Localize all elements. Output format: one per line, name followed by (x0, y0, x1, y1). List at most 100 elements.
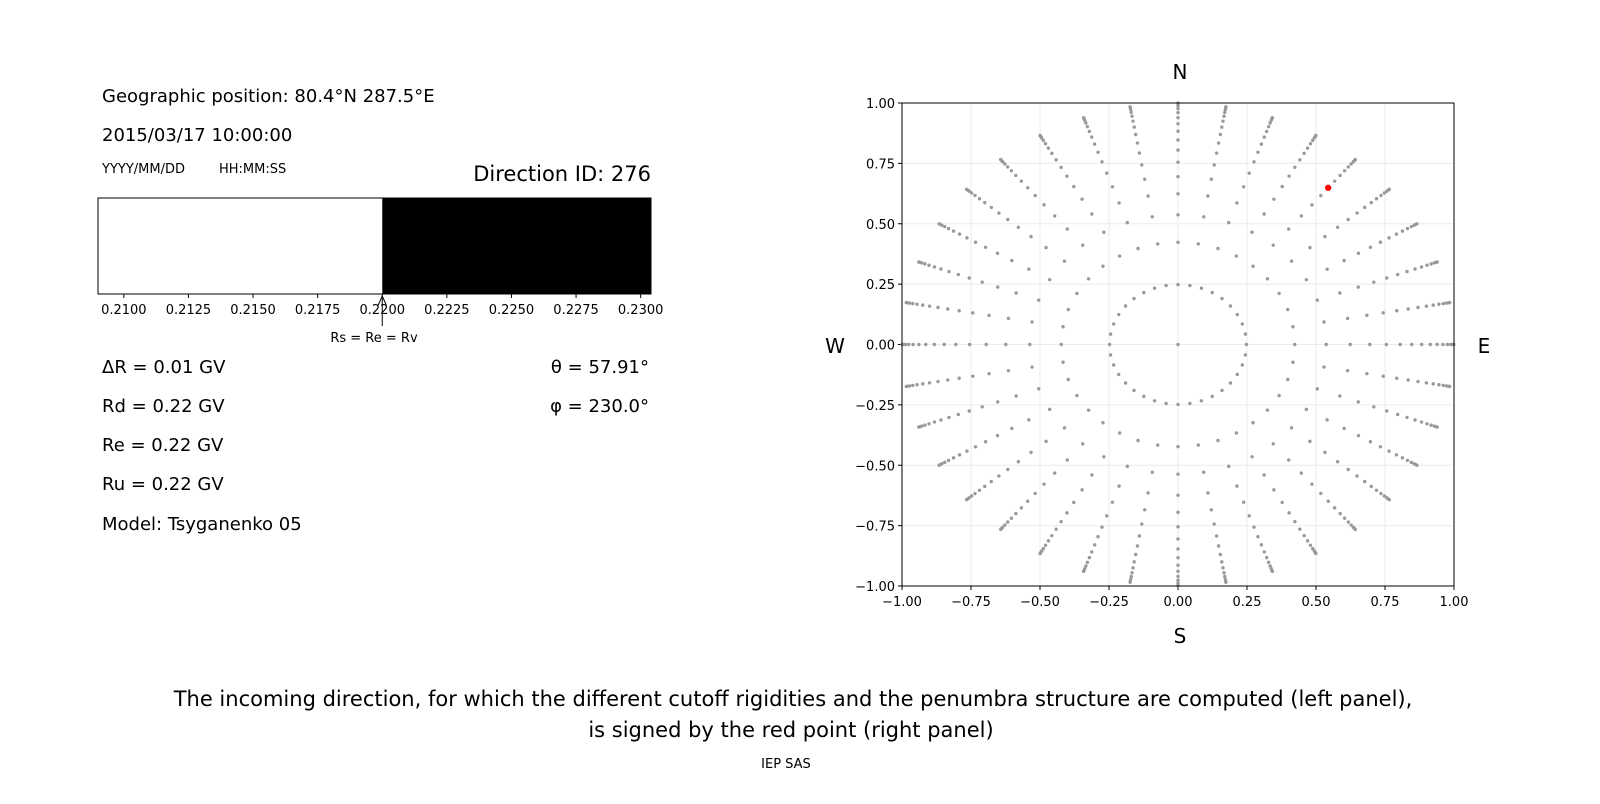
direction-point (1087, 555, 1092, 560)
direction-point (1117, 484, 1121, 488)
direction-point (1405, 458, 1410, 463)
y-tick-label: −1.00 (855, 580, 895, 595)
direction-point (1291, 325, 1295, 329)
direction-point (1081, 442, 1085, 446)
direction-point (1092, 543, 1097, 547)
direction-point (1378, 240, 1383, 244)
time-format-label: HH:MM:SS (219, 162, 286, 177)
y-tick-label: −0.50 (855, 459, 895, 474)
direction-point (1128, 105, 1132, 109)
direction-point (1382, 191, 1387, 195)
direction-point (1100, 525, 1104, 529)
direction-point (1111, 363, 1116, 367)
direction-point (1387, 187, 1392, 192)
direction-point (1137, 534, 1142, 538)
direction-point (1003, 523, 1007, 527)
direction-point (1216, 438, 1220, 443)
direction-point (1117, 431, 1122, 435)
date-format-label: YYYY/MM/DD (101, 162, 185, 177)
direction-point (937, 463, 941, 467)
direction-point (1029, 450, 1033, 455)
direction-point (1216, 544, 1221, 548)
direction-point (1218, 132, 1223, 137)
direction-point (1156, 443, 1160, 447)
direction-point (989, 479, 994, 484)
direction-point (1059, 165, 1063, 170)
direction-point (932, 265, 937, 269)
direction-point (1385, 276, 1389, 280)
direction-point (1437, 383, 1441, 387)
direction-point (1272, 488, 1276, 492)
direction-point (1435, 260, 1439, 264)
direction-point (1235, 201, 1239, 205)
direction-point (1241, 500, 1246, 504)
direction-point (1176, 240, 1180, 245)
delta-r: ΔR = 0.01 GV (102, 357, 226, 378)
direction-point (923, 262, 927, 266)
direction-point (947, 269, 951, 274)
x-tick-label: 0.50 (1302, 595, 1331, 610)
direction-point (1369, 200, 1373, 205)
direction-point (1425, 422, 1429, 426)
direction-point (1096, 150, 1100, 154)
direction-point (1405, 226, 1410, 231)
direction-point (1243, 353, 1248, 357)
direction-point (1176, 116, 1180, 120)
direction-point (969, 191, 974, 195)
annotation-arrowhead (377, 294, 387, 306)
direction-point (965, 449, 969, 453)
direction-point (1026, 499, 1030, 503)
direction-point (1199, 286, 1204, 290)
direction-point (1096, 535, 1100, 539)
model: Model: Tsyganenko 05 (102, 514, 302, 535)
direction-point (1382, 494, 1387, 498)
direction-point (904, 300, 909, 305)
direction-point (1395, 376, 1399, 380)
direction-point (1369, 484, 1373, 489)
x-tick-label: −0.75 (951, 595, 991, 610)
direction-point (1047, 277, 1052, 282)
compass-west: W (825, 334, 845, 358)
direction-point (932, 342, 936, 347)
direction-point (1409, 460, 1413, 465)
direction-point (1037, 387, 1041, 391)
direction-point (1176, 174, 1180, 179)
direction-point (997, 474, 1001, 478)
direction-point (1222, 571, 1226, 575)
bar-frame (97, 197, 652, 295)
ru-value: Ru = 0.22 GV (102, 474, 224, 495)
direction-point (1132, 560, 1136, 564)
direction-point (997, 211, 1001, 215)
direction-point (943, 460, 947, 465)
direction-point (1324, 342, 1328, 347)
direction-point (1108, 332, 1113, 336)
x-tick-label: 0.2100 (101, 303, 147, 318)
direction-point (1006, 217, 1010, 222)
direction-point (1136, 246, 1140, 251)
direction-point (973, 491, 977, 496)
direction-point (1061, 325, 1065, 329)
direction-point (1090, 550, 1094, 554)
direction-point (1226, 220, 1231, 225)
direction-point (1075, 393, 1079, 398)
direction-point (1216, 246, 1220, 251)
direction-point (1431, 303, 1435, 307)
plot-frame (901, 102, 1455, 587)
direction-point (1176, 472, 1180, 476)
direction-point (967, 276, 971, 280)
direction-point (1100, 160, 1104, 164)
direction-point (1302, 533, 1306, 538)
selected-direction-point (1324, 184, 1332, 191)
direction-point (1221, 566, 1225, 570)
direction-point (983, 245, 988, 249)
direction-point (1305, 146, 1310, 150)
direction-point (1223, 110, 1227, 115)
direction-point (1405, 415, 1409, 420)
direction-point (1043, 543, 1048, 547)
direction-point (915, 383, 919, 387)
direction-point (1220, 560, 1224, 564)
direction-point (1102, 230, 1106, 234)
direction-point (932, 420, 937, 424)
direction-point (1240, 363, 1245, 367)
direction-point (1346, 217, 1350, 222)
